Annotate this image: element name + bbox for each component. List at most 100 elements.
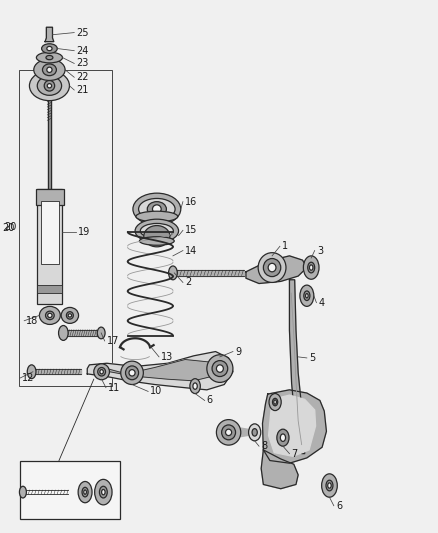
Ellipse shape: [216, 365, 223, 372]
Ellipse shape: [226, 429, 232, 435]
Polygon shape: [174, 270, 244, 276]
Polygon shape: [24, 490, 68, 494]
Ellipse shape: [47, 46, 52, 51]
Ellipse shape: [42, 64, 57, 76]
Ellipse shape: [47, 67, 52, 72]
Text: 24: 24: [76, 46, 89, 55]
Ellipse shape: [269, 393, 281, 410]
Ellipse shape: [193, 383, 197, 389]
Ellipse shape: [95, 479, 112, 505]
Text: 20: 20: [2, 223, 14, 233]
Text: 15: 15: [185, 225, 198, 236]
Ellipse shape: [212, 361, 228, 376]
Text: 18: 18: [26, 316, 39, 326]
Ellipse shape: [133, 193, 181, 225]
Bar: [37, 189, 63, 304]
Ellipse shape: [78, 481, 92, 503]
Ellipse shape: [268, 263, 276, 272]
Text: 22: 22: [76, 72, 89, 82]
Ellipse shape: [100, 369, 103, 374]
Text: 20: 20: [4, 222, 17, 232]
Ellipse shape: [126, 366, 138, 379]
Ellipse shape: [139, 237, 174, 245]
Ellipse shape: [308, 262, 314, 273]
Ellipse shape: [300, 285, 314, 306]
Ellipse shape: [102, 489, 105, 495]
Ellipse shape: [147, 201, 166, 216]
Polygon shape: [268, 395, 315, 456]
Text: 16: 16: [185, 197, 198, 207]
Text: 21: 21: [76, 85, 89, 95]
Ellipse shape: [272, 398, 278, 406]
Ellipse shape: [258, 253, 286, 282]
Ellipse shape: [207, 355, 233, 382]
Ellipse shape: [39, 306, 60, 325]
Text: 1: 1: [282, 241, 288, 251]
Ellipse shape: [82, 487, 88, 497]
Text: 25: 25: [76, 28, 89, 38]
Ellipse shape: [19, 486, 26, 498]
Ellipse shape: [274, 400, 276, 404]
Ellipse shape: [263, 259, 281, 277]
Ellipse shape: [306, 294, 308, 298]
Polygon shape: [107, 360, 215, 381]
Ellipse shape: [216, 419, 241, 445]
Ellipse shape: [135, 219, 179, 243]
Ellipse shape: [46, 311, 54, 320]
Polygon shape: [290, 280, 305, 454]
Ellipse shape: [67, 312, 73, 319]
Bar: [37, 285, 63, 293]
Ellipse shape: [61, 308, 78, 324]
Text: 3: 3: [317, 246, 323, 255]
Text: 9: 9: [235, 346, 241, 357]
Text: 7: 7: [292, 449, 298, 458]
Text: 8: 8: [261, 441, 267, 451]
Text: 6: 6: [336, 500, 342, 511]
Ellipse shape: [94, 364, 110, 379]
Ellipse shape: [304, 291, 310, 301]
Ellipse shape: [277, 429, 289, 446]
Polygon shape: [33, 369, 81, 374]
Ellipse shape: [98, 368, 106, 376]
Ellipse shape: [42, 44, 57, 53]
Text: 6: 6: [207, 395, 213, 406]
Ellipse shape: [326, 480, 333, 491]
Polygon shape: [48, 91, 51, 195]
Ellipse shape: [68, 314, 71, 317]
Text: 5: 5: [309, 353, 315, 363]
Ellipse shape: [249, 424, 261, 441]
Ellipse shape: [46, 55, 53, 60]
Ellipse shape: [44, 80, 55, 91]
Bar: [41, 201, 59, 264]
Text: 13: 13: [161, 352, 173, 362]
Polygon shape: [262, 390, 326, 463]
Ellipse shape: [121, 361, 143, 384]
Ellipse shape: [138, 198, 175, 220]
Ellipse shape: [222, 425, 236, 440]
Ellipse shape: [140, 223, 173, 238]
Ellipse shape: [304, 256, 319, 279]
Ellipse shape: [328, 483, 331, 488]
Bar: [35, 189, 64, 205]
Polygon shape: [87, 352, 233, 390]
Polygon shape: [241, 428, 251, 437]
Text: 10: 10: [150, 386, 162, 397]
Text: 4: 4: [318, 297, 325, 308]
Ellipse shape: [37, 76, 62, 95]
Polygon shape: [261, 450, 298, 489]
Ellipse shape: [97, 327, 105, 339]
Text: 11: 11: [108, 383, 120, 393]
Text: 2: 2: [185, 278, 191, 287]
Polygon shape: [66, 330, 99, 336]
Ellipse shape: [29, 71, 70, 101]
Bar: [19, 70, 113, 386]
Ellipse shape: [152, 205, 161, 213]
Ellipse shape: [59, 326, 68, 341]
Text: 23: 23: [76, 59, 89, 68]
Text: 19: 19: [78, 227, 90, 237]
Ellipse shape: [84, 490, 86, 494]
Ellipse shape: [48, 313, 52, 318]
Ellipse shape: [99, 486, 107, 498]
Ellipse shape: [36, 52, 63, 63]
Polygon shape: [246, 256, 307, 284]
